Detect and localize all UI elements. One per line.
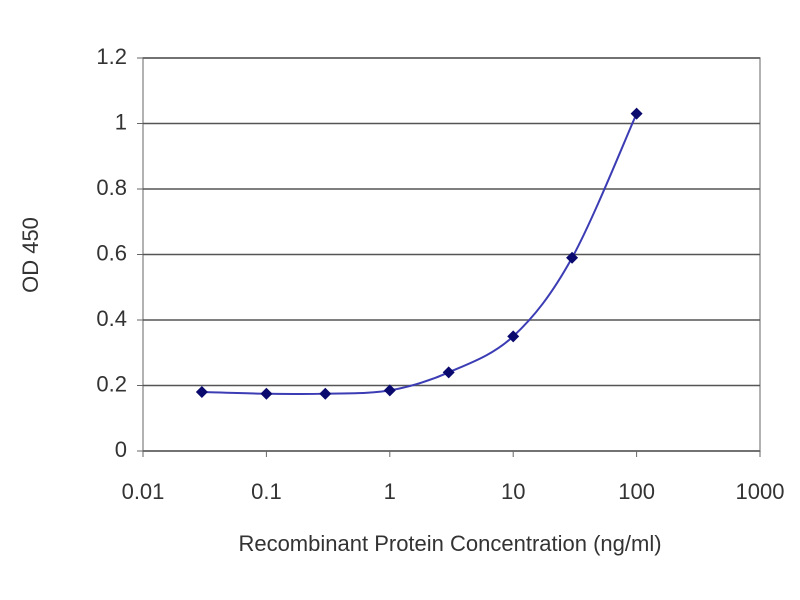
- y-tick-label: 1: [115, 109, 127, 134]
- data-point: [507, 330, 520, 343]
- x-axis-label: Recombinant Protein Concentration (ng/ml…: [238, 531, 661, 556]
- x-tick-label: 1000: [736, 479, 785, 504]
- data-point: [319, 387, 332, 400]
- y-tick-label: 0.6: [96, 240, 127, 265]
- y-tick-label: 0.8: [96, 175, 127, 200]
- data-point: [383, 384, 396, 397]
- data-point: [566, 251, 579, 264]
- x-tick-label: 0.1: [251, 479, 282, 504]
- data-point: [195, 386, 208, 399]
- y-tick-label: 0: [115, 437, 127, 462]
- data-line: [201, 113, 638, 395]
- y-tick-label: 1.2: [96, 44, 127, 69]
- data-point: [630, 107, 643, 120]
- x-tick-label: 0.01: [122, 479, 165, 504]
- x-tick-label: 10: [501, 479, 525, 504]
- x-tick-label: 1: [384, 479, 396, 504]
- data-point: [442, 366, 455, 379]
- y-tick-label: 0.2: [96, 371, 127, 396]
- y-axis-label: OD 450: [18, 217, 43, 293]
- y-tick-label: 0.4: [96, 306, 127, 331]
- data-point: [260, 387, 273, 400]
- x-tick-label: 100: [618, 479, 655, 504]
